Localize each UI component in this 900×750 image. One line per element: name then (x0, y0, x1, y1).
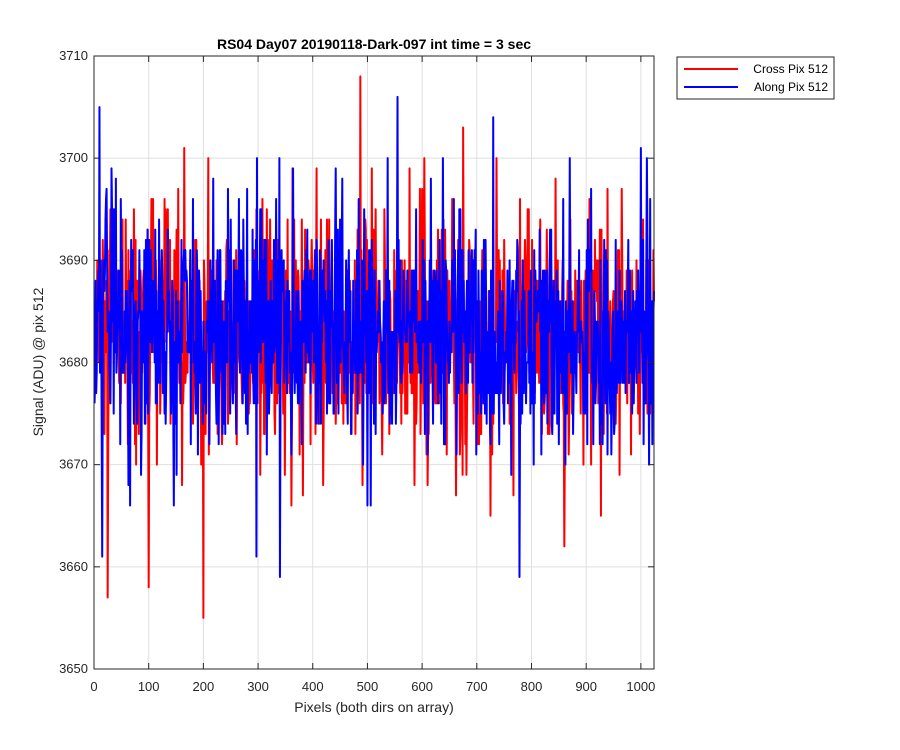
x-tick-label: 100 (138, 679, 160, 694)
x-tick-label: 800 (521, 679, 543, 694)
chart-title: RS04 Day07 20190118-Dark-097 int time = … (217, 36, 531, 52)
y-tick-label: 3710 (59, 48, 88, 63)
x-axis-ticks: 0 100 200 300 400 500 600 700 800 900 1000 (90, 56, 655, 694)
x-tick-label: 900 (575, 679, 597, 694)
y-tick-label: 3690 (59, 252, 88, 267)
series-line-1 (93, 95, 655, 579)
y-axis-ticks: 3650 3660 3670 3680 3690 3700 3710 (59, 48, 654, 676)
x-axis-title: Pixels (both dirs on array) (294, 699, 454, 715)
y-tick-label: 3650 (59, 661, 88, 676)
legend-label-cross: Cross Pix 512 (753, 62, 828, 76)
y-axis-title: Signal (ADU) @ pix 512 (30, 287, 46, 436)
y-tick-label: 3660 (59, 559, 88, 574)
x-tick-label: 500 (357, 679, 379, 694)
y-tick-label: 3670 (59, 457, 88, 472)
legend: Cross Pix 512 Along Pix 512 (676, 56, 835, 100)
x-tick-label: 1000 (626, 679, 655, 694)
x-tick-label: 0 (90, 679, 97, 694)
x-tick-label: 200 (193, 679, 215, 694)
x-tick-label: 300 (247, 679, 269, 694)
x-tick-label: 600 (411, 679, 433, 694)
plot-lines (93, 75, 655, 619)
legend-label-along: Along Pix 512 (754, 80, 828, 94)
x-tick-label: 400 (302, 679, 324, 694)
y-tick-label: 3680 (59, 355, 88, 370)
y-tick-label: 3700 (59, 150, 88, 165)
legend-box (676, 56, 835, 100)
x-tick-label: 700 (466, 679, 488, 694)
